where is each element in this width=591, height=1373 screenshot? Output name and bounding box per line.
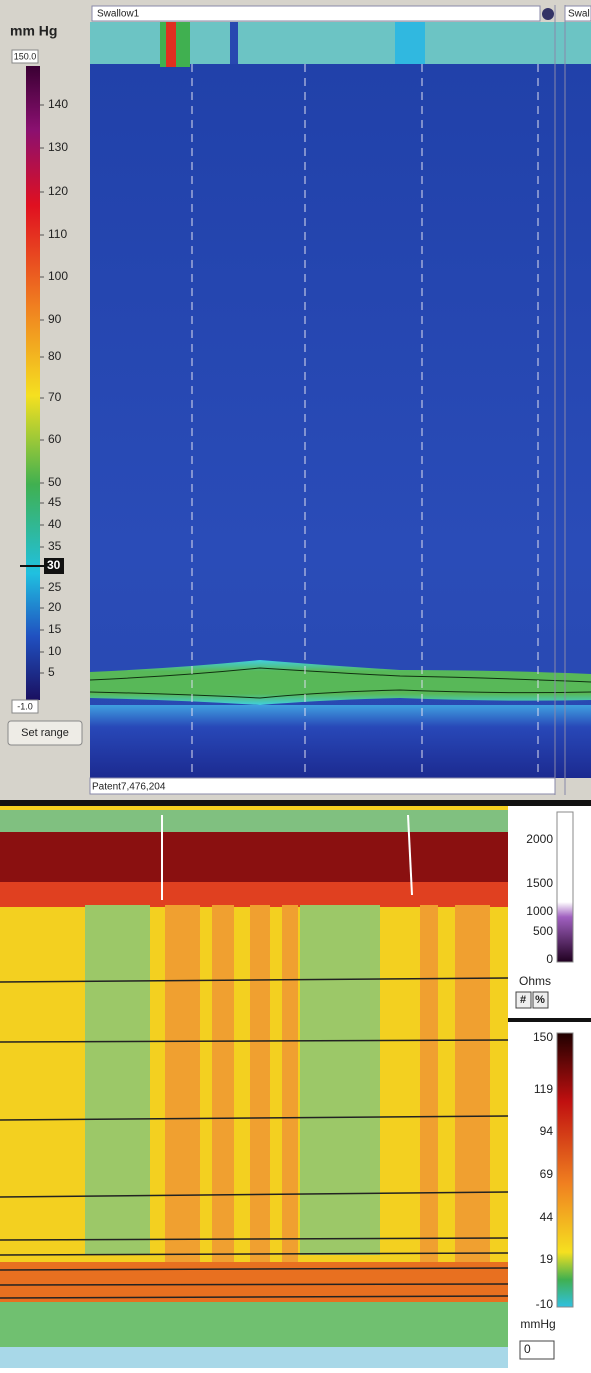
separator: [508, 1018, 591, 1022]
tick-label: 20: [48, 600, 62, 614]
tick-label: 60: [48, 432, 62, 446]
button-label: #: [520, 994, 526, 1006]
heatmap-region: [166, 22, 176, 67]
input-value: 0: [524, 1342, 531, 1356]
button-label: Set range: [21, 727, 69, 739]
impedance-colorbar: [557, 812, 573, 962]
tick-label: 35: [48, 539, 62, 553]
heatmap-region: [0, 832, 508, 882]
tick-label: 130: [48, 140, 68, 154]
tick-label: 110: [48, 227, 67, 241]
button-label: %: [535, 994, 545, 1006]
pressure-colorbar: [557, 1033, 573, 1307]
tick-label: 69: [540, 1167, 554, 1181]
tab-label: Swallow1: [97, 9, 140, 20]
tab[interactable]: [92, 6, 540, 21]
tick-label: 40: [48, 517, 62, 531]
tab-icon[interactable]: [542, 8, 554, 20]
tick-label: 90: [48, 312, 62, 326]
heatmap-region: [230, 22, 238, 64]
heatmap-region: [90, 705, 591, 778]
tick-label: 15: [48, 622, 62, 636]
tick-label: 1500: [526, 876, 553, 890]
tick-label: 5: [48, 665, 55, 679]
tick-label: 19: [540, 1252, 554, 1266]
pressure-heatmap: [90, 22, 591, 778]
tick-label: 30: [47, 558, 61, 572]
tick-label: 10: [48, 644, 62, 658]
heatmap-stripes: [85, 905, 490, 1265]
tick-label: 0: [546, 952, 553, 966]
colorbar: [26, 66, 40, 700]
tick-label: 94: [540, 1124, 554, 1138]
heatmap-region: [0, 810, 508, 832]
footer-text: Patent7,476,204: [92, 782, 166, 793]
heatmap-region: [0, 1347, 508, 1368]
screenshot: Swallow1 Swal Patent7,476,204 mm Hg 150.…: [0, 0, 591, 1368]
tick-label: 25: [48, 580, 62, 594]
heatmap-region: [0, 1302, 508, 1347]
min-label: -1.0: [17, 701, 33, 711]
tick-label: 100: [48, 269, 68, 283]
heatmap-region: [0, 882, 508, 907]
max-label: 150.0: [14, 51, 37, 61]
heatmap-region: [395, 22, 425, 64]
tick-label: 120: [48, 184, 68, 198]
tab-label: Swal: [568, 9, 590, 20]
tick-label: -10: [536, 1297, 554, 1311]
tick-label: 80: [48, 349, 62, 363]
unit-label: mmHg: [520, 1317, 555, 1331]
unit-label: Ohms: [519, 974, 551, 988]
tick-label: 140: [48, 97, 68, 111]
tick-label: 150: [533, 1030, 553, 1044]
separator: [0, 800, 591, 806]
tick-label: 70: [48, 390, 62, 404]
tick-label: 1000: [526, 904, 553, 918]
unit-label: mm Hg: [10, 23, 57, 39]
tick-label: 119: [534, 1082, 553, 1096]
tick-label: 45: [48, 495, 62, 509]
tick-label: 44: [540, 1210, 554, 1224]
tick-label: 500: [533, 924, 553, 938]
tick-label: 2000: [526, 832, 553, 846]
tick-label: 50: [48, 475, 62, 489]
